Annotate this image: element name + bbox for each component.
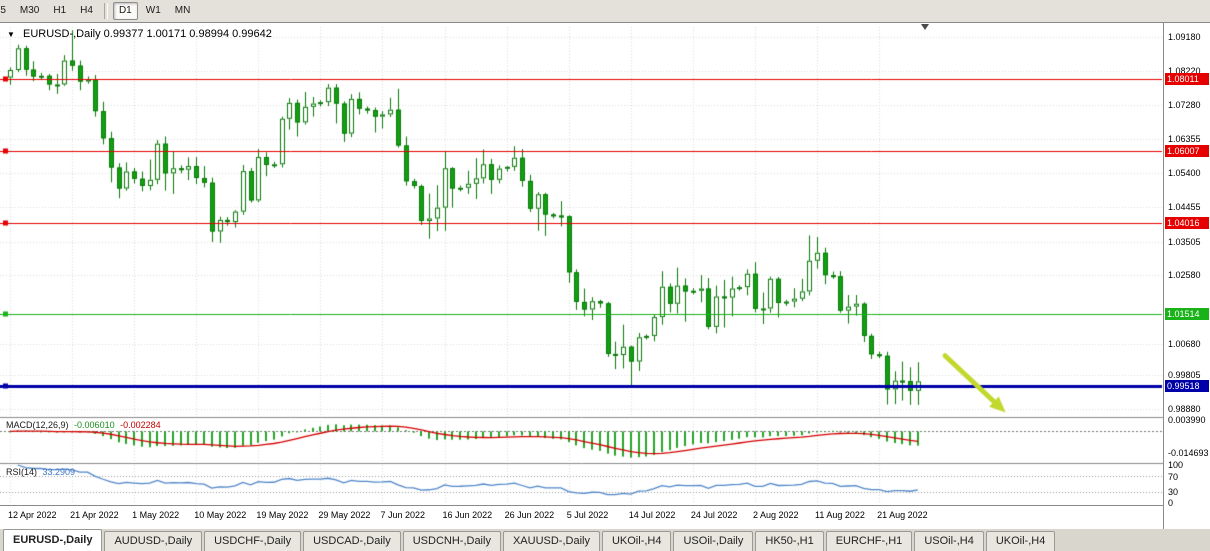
tab-eurusddaily[interactable]: EURUSD-,Daily [3, 529, 103, 551]
macd-name: MACD(12,26,9) [6, 420, 69, 430]
tab-usoildaily[interactable]: USOil-,Daily [673, 531, 754, 551]
hline-price-badge: 1.04016 [1165, 217, 1209, 230]
timeframe-button-mn[interactable]: MN [174, 5, 191, 16]
tab-audusddaily[interactable]: AUDUSD-,Daily [104, 531, 203, 551]
chart-ohlc-values: 0.99377 1.00171 0.98994 0.99642 [103, 28, 272, 40]
tab-usdcaddaily[interactable]: USDCAD-,Daily [303, 531, 401, 551]
tab-ukoilh4[interactable]: UKOil-,H4 [601, 531, 672, 551]
tab-eurchfh1[interactable]: EURCHF-,H1 [825, 531, 913, 551]
price-axis-label: 1.02580 [1168, 270, 1201, 281]
macd-axis-max-label: 0.003990 [1168, 415, 1206, 425]
price-axis-label: 1.07280 [1168, 100, 1201, 111]
price-axis-label: 0.99805 [1168, 370, 1201, 381]
timeframe-button-m30[interactable]: M30 [19, 5, 40, 16]
hline-price-badge: 0.99518 [1165, 379, 1209, 392]
rsi-level-0-label: 0 [1168, 498, 1174, 508]
rsi-indicator-label: RSI(14) 33.2909 [6, 467, 75, 477]
tab-usoilh4[interactable]: USOil-,H4 [914, 531, 984, 551]
macd-signal-value: -0.002284 [120, 420, 161, 430]
price-axis-label: 1.06355 [1168, 133, 1201, 144]
timeframe-button-w1[interactable]: W1 [145, 5, 161, 16]
timeframe-button-m5[interactable]: M5 [0, 5, 6, 16]
chart-window: ▼ EURUSD-,Daily 0.99377 1.00171 0.98994 … [0, 22, 1210, 529]
timeframe-button-d1[interactable]: D1 [112, 2, 138, 20]
date-axis-label: 16 Jun 2022 [442, 510, 493, 520]
tab-xauusddaily[interactable]: XAUUSD-,Daily [502, 531, 600, 551]
hline-price-badge: 1.06007 [1165, 145, 1209, 158]
rsi-level-70-label: 70 [1168, 472, 1179, 482]
price-axis-label: 1.04455 [1168, 202, 1201, 213]
macd-main-value: -0.006010 [74, 420, 115, 430]
price-axis-label: 1.00680 [1168, 338, 1201, 349]
price-axis-label: 1.08220 [1168, 66, 1201, 77]
hline-price-badge: 1.08011 [1165, 72, 1209, 85]
rsi-value: 33.2909 [42, 467, 76, 477]
tab-usdcnhdaily[interactable]: USDCNH-,Daily [402, 531, 501, 551]
timeframe-toolbar: M5 M30 H1 H4 D1 W1 MN [0, 0, 1210, 23]
price-axis-label: 0.98880 [1168, 403, 1201, 414]
price-axis: 0.003990 -0.014693 100 70 30 0 1.09180 1.… [1163, 23, 1210, 529]
timeframe-button-h1[interactable]: H1 [53, 5, 67, 16]
date-axis-label: 12 Apr 2022 [8, 510, 57, 520]
rsi-level-30-label: 30 [1168, 487, 1179, 497]
date-axis-label: 26 Jun 2022 [504, 510, 555, 520]
tab-hk50h1[interactable]: HK50-,H1 [755, 531, 824, 551]
date-axis-label: 21 Aug 2022 [877, 510, 928, 520]
timeframe-button-h4[interactable]: H4 [80, 5, 93, 16]
chart-title: ▼ EURUSD-,Daily 0.99377 1.00171 0.98994 … [7, 28, 272, 40]
date-axis-label: 10 May 2022 [194, 510, 247, 520]
price-axis-label: 1.03505 [1168, 236, 1201, 247]
date-axis-label: 19 May 2022 [256, 510, 309, 520]
chart-symbol-label: EURUSD-,Daily [22, 28, 101, 40]
date-axis-label: 1 May 2022 [132, 510, 180, 520]
rsi-name: RSI(14) [6, 467, 38, 477]
date-axis-label: 11 Aug 2022 [815, 510, 865, 520]
price-axis-label: 1.05400 [1168, 168, 1201, 179]
macd-indicator-label: MACD(12,26,9) -0.006010 -0.002284 [6, 420, 161, 430]
date-axis-label: 21 Apr 2022 [70, 510, 119, 520]
rsi-level-100-label: 100 [1168, 460, 1184, 470]
macd-axis-min-label: -0.014693 [1168, 448, 1209, 458]
chevron-down-icon[interactable]: ▼ [7, 30, 15, 39]
chart-shift-marker[interactable] [921, 24, 929, 30]
date-axis-label: 29 May 2022 [318, 510, 371, 520]
date-axis-label: 2 Aug 2022 [752, 510, 799, 520]
chart-tabs-bar: EURUSD-,Daily AUDUSD-,Daily USDCHF-,Daily U… [0, 528, 1210, 551]
date-axis-label: 7 Jun 2022 [380, 510, 426, 520]
toolbar-separator [103, 3, 108, 19]
tab-ukoilh4[interactable]: UKOil-,H4 [985, 531, 1056, 551]
price-axis-label: 1.09180 [1168, 31, 1201, 42]
date-axis-label: 5 Jul 2022 [566, 510, 609, 520]
date-axis-label: 24 Jul 2022 [690, 510, 738, 520]
hline-price-badge: 1.01514 [1165, 307, 1209, 320]
date-axis-label: 14 Jul 2022 [628, 510, 676, 520]
tab-usdchfdaily[interactable]: USDCHF-,Daily [204, 531, 302, 551]
date-axis: 12 Apr 2022 21 Apr 2022 1 May 2022 10 May 2… [0, 505, 1163, 529]
chart-canvas[interactable] [0, 23, 1163, 529]
